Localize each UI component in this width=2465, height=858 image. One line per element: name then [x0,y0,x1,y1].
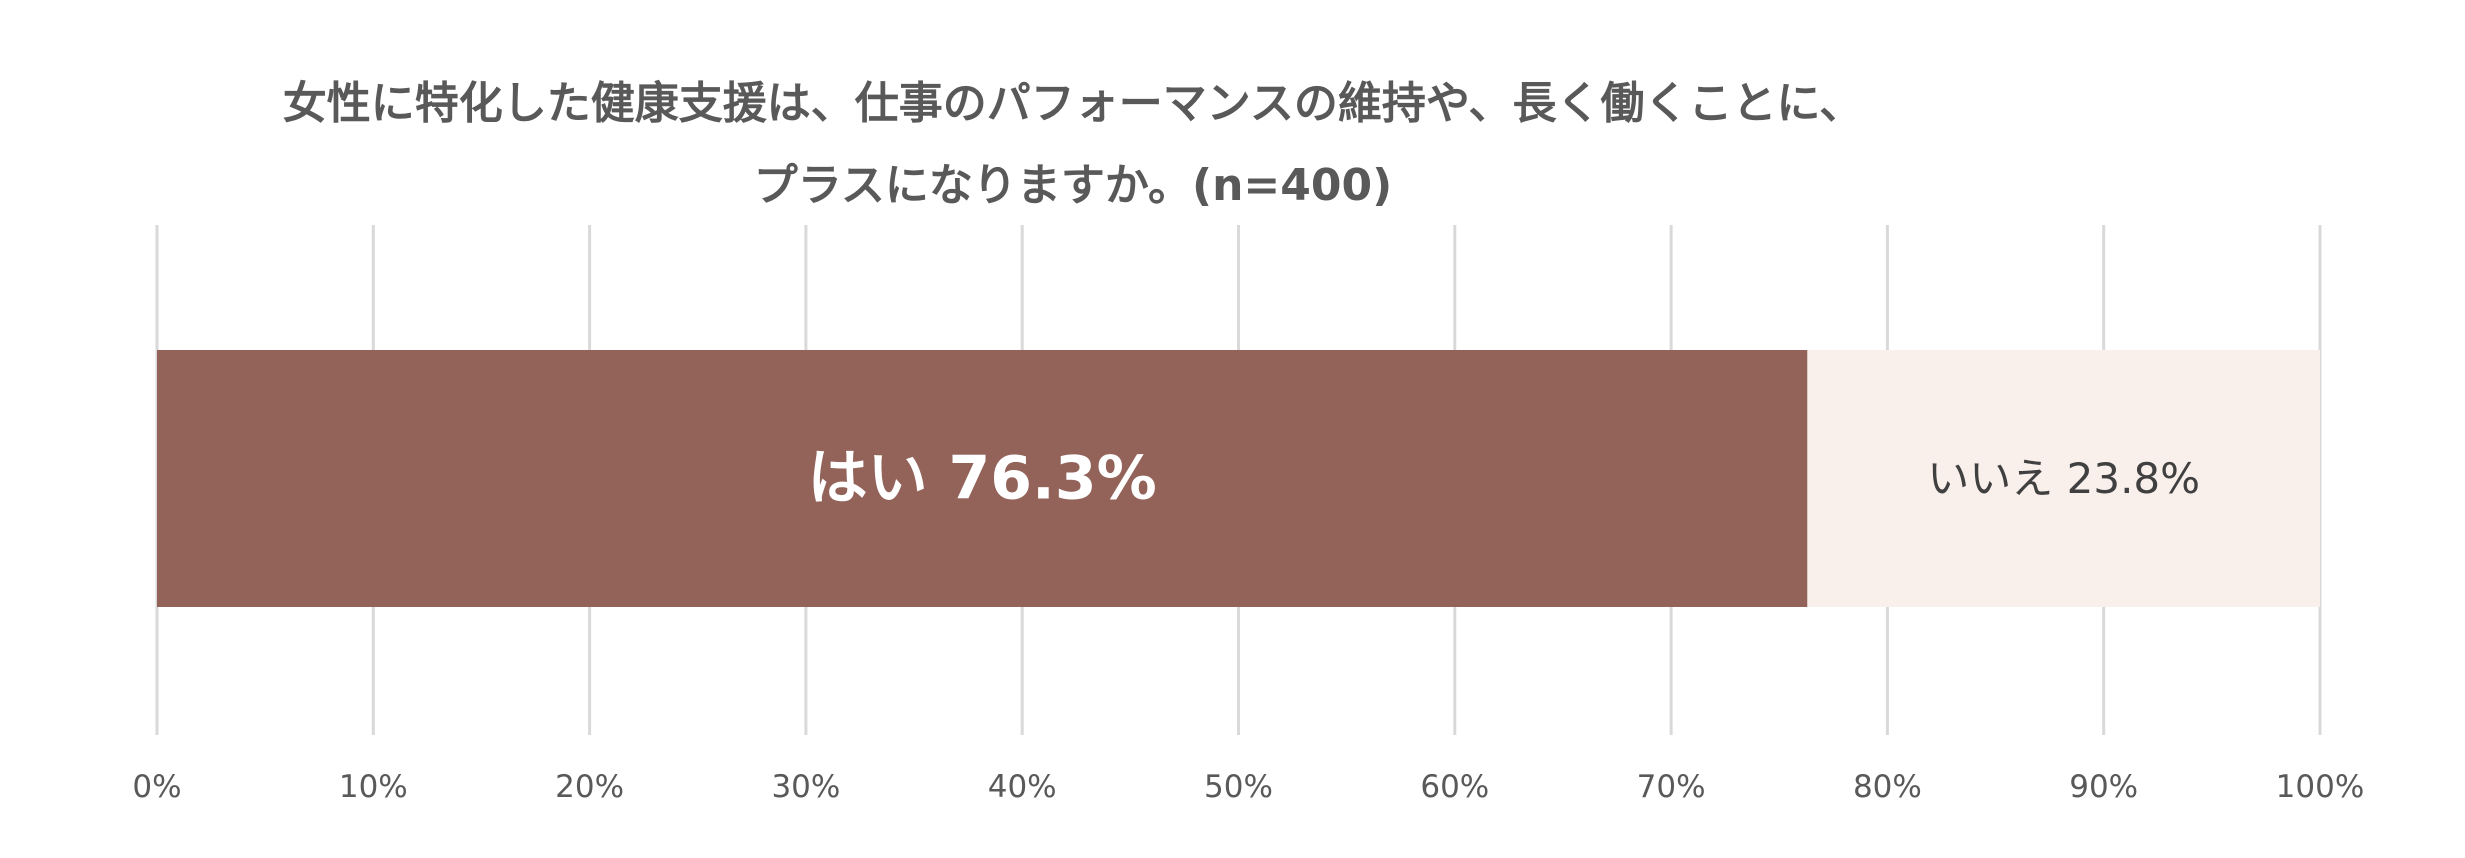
x-tick-label: 10% [339,769,408,805]
data-label-no: いいえ 23.8% [1927,454,2200,503]
bar-segment-no [1807,350,2320,607]
x-tick-label: 0% [132,769,181,805]
x-tick-label: 100% [2276,769,2365,805]
bar-segment-yes [157,350,1808,607]
x-tick-label: 50% [1204,769,1273,805]
chart-title: 女性に特化した健康支援は、仕事のパフォーマンスの維持や、長く働くことに、 プラス… [283,78,1863,211]
x-tick-label: 20% [555,769,624,805]
x-tick-label: 70% [1637,769,1706,805]
x-tick-label: 40% [988,769,1057,805]
bar-segments [157,350,2320,607]
chart-title-line-1: 女性に特化した健康支援は、仕事のパフォーマンスの維持や、長く働くことに、 [283,78,1863,129]
x-axis-tick-labels: 0% 10% 20% 30% 40% 50% 60% 70% 80% 90% 100% [132,769,2364,805]
x-tick-label: 60% [1420,769,1489,805]
x-tick-label: 80% [1853,769,1922,805]
x-tick-label: 30% [771,769,840,805]
chart-title-line-2: プラスになりますか。(n=400) [754,160,1393,211]
bar-data-labels: はい 76.3% いいえ 23.8% [808,444,2200,514]
data-label-yes: はい 76.3% [808,444,1157,514]
x-tick-label: 90% [2069,769,2138,805]
